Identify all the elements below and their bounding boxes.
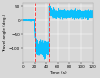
X-axis label: Time (s): Time (s) [49, 71, 67, 74]
Y-axis label: Travel angle (deg.): Travel angle (deg.) [4, 14, 8, 52]
